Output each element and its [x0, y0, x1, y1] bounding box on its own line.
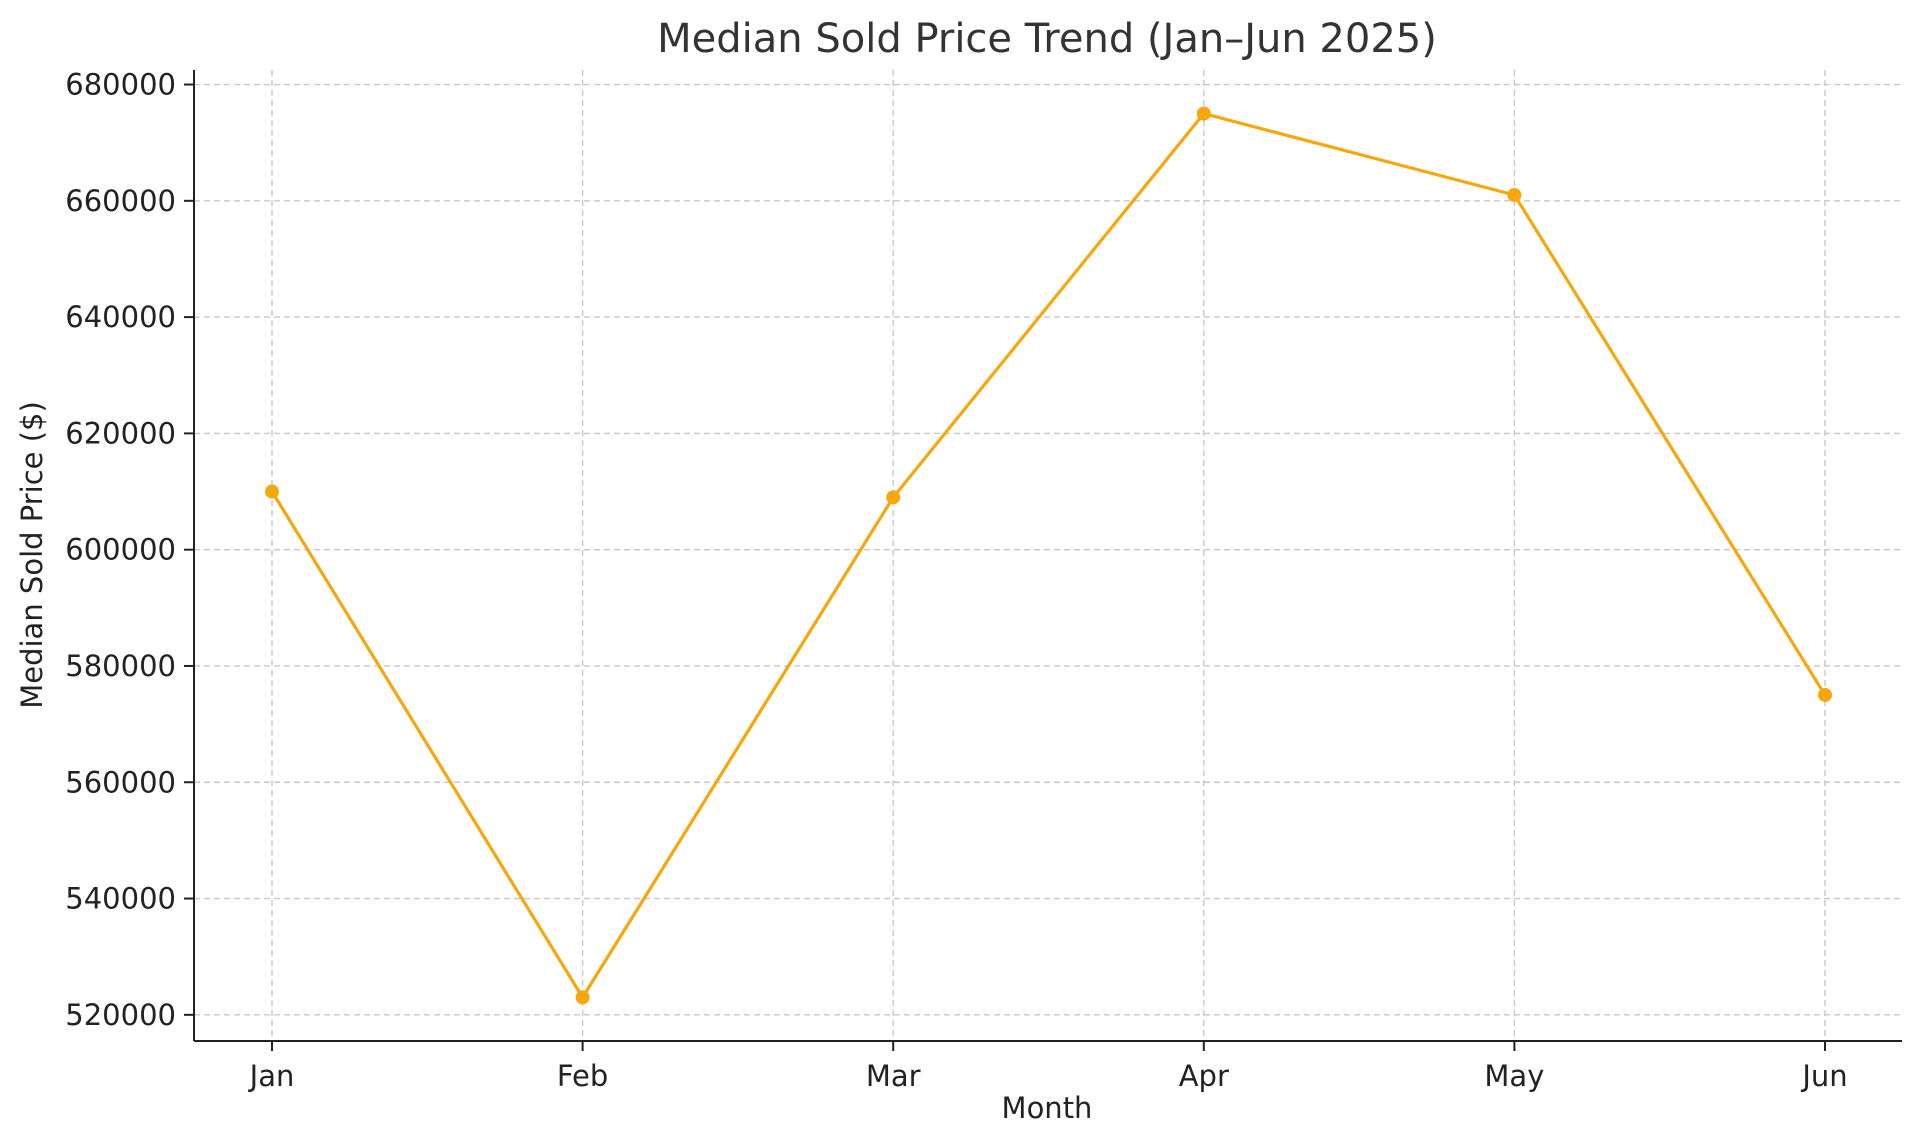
x-tick-label: Apr — [1179, 1059, 1229, 1093]
y-tick-label: 620000 — [65, 416, 176, 450]
data-point-jan — [265, 484, 279, 499]
y-tick-label: 640000 — [65, 300, 176, 334]
x-tick-label: Feb — [557, 1059, 608, 1093]
y-axis-ticks: 520000 540000 560000 580000 600000 620000 6400… — [65, 68, 194, 1032]
data-point-jun — [1818, 688, 1832, 703]
series — [265, 106, 1832, 1005]
x-tick-label: Mar — [866, 1059, 921, 1093]
y-tick-label: 680000 — [65, 68, 176, 102]
data-point-apr — [1196, 106, 1211, 121]
chart-title: Median Sold Price Trend (Jan–Jun 2025) — [657, 16, 1437, 62]
x-tick-label: Jan — [248, 1059, 295, 1093]
x-axis-ticks: Jan Feb Mar Apr May Jun — [248, 1041, 1848, 1093]
x-tick-label: May — [1484, 1059, 1544, 1093]
x-tick-label: Jun — [1800, 1059, 1847, 1093]
data-point-mar — [886, 490, 901, 505]
y-tick-label: 600000 — [65, 533, 176, 567]
data-point-may — [1507, 188, 1522, 203]
y-tick-label: 580000 — [65, 649, 176, 683]
y-tick-label: 540000 — [65, 882, 176, 916]
series-line — [270, 112, 1827, 999]
data-point-feb — [575, 990, 590, 1005]
x-axis-label: Month — [1002, 1091, 1093, 1125]
axes — [193, 70, 1902, 1042]
y-tick-label: 520000 — [65, 998, 176, 1032]
y-tick-label: 560000 — [65, 765, 176, 799]
y-tick-label: 660000 — [65, 184, 176, 218]
y-axis-label: Median Sold Price ($) — [15, 401, 49, 709]
grid — [194, 70, 1902, 1041]
